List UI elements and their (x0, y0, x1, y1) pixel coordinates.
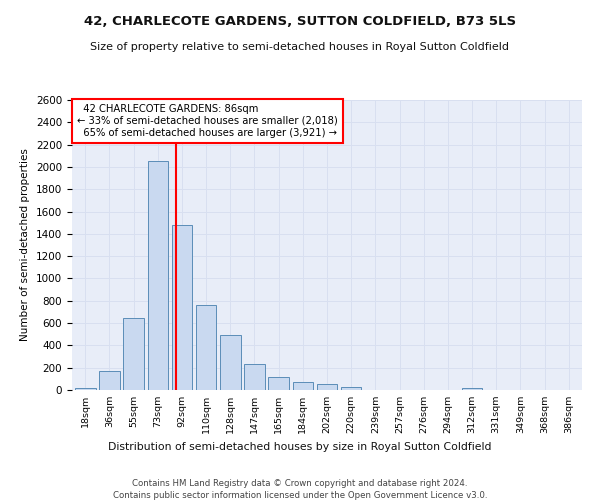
Y-axis label: Number of semi-detached properties: Number of semi-detached properties (20, 148, 31, 342)
Text: Contains HM Land Registry data © Crown copyright and database right 2024.: Contains HM Land Registry data © Crown c… (132, 479, 468, 488)
Text: Contains public sector information licensed under the Open Government Licence v3: Contains public sector information licen… (113, 491, 487, 500)
Bar (268, 376, 289, 390)
Bar (148, 162, 168, 390)
Bar (317, 384, 337, 390)
Bar (172, 225, 192, 390)
Bar (244, 364, 265, 390)
Bar (196, 305, 217, 390)
Text: 42 CHARLECOTE GARDENS: 86sqm
← 33% of semi-detached houses are smaller (2,018)
 : 42 CHARLECOTE GARDENS: 86sqm ← 33% of se… (77, 104, 338, 138)
Bar (462, 388, 482, 390)
Bar (220, 336, 241, 390)
Text: Distribution of semi-detached houses by size in Royal Sutton Coldfield: Distribution of semi-detached houses by … (108, 442, 492, 452)
Bar (293, 382, 313, 390)
Text: 42, CHARLECOTE GARDENS, SUTTON COLDFIELD, B73 5LS: 42, CHARLECOTE GARDENS, SUTTON COLDFIELD… (84, 15, 516, 28)
Bar (75, 388, 95, 390)
Bar (124, 318, 144, 390)
Text: Size of property relative to semi-detached houses in Royal Sutton Coldfield: Size of property relative to semi-detach… (91, 42, 509, 52)
Bar (341, 387, 361, 390)
Bar (99, 371, 120, 390)
